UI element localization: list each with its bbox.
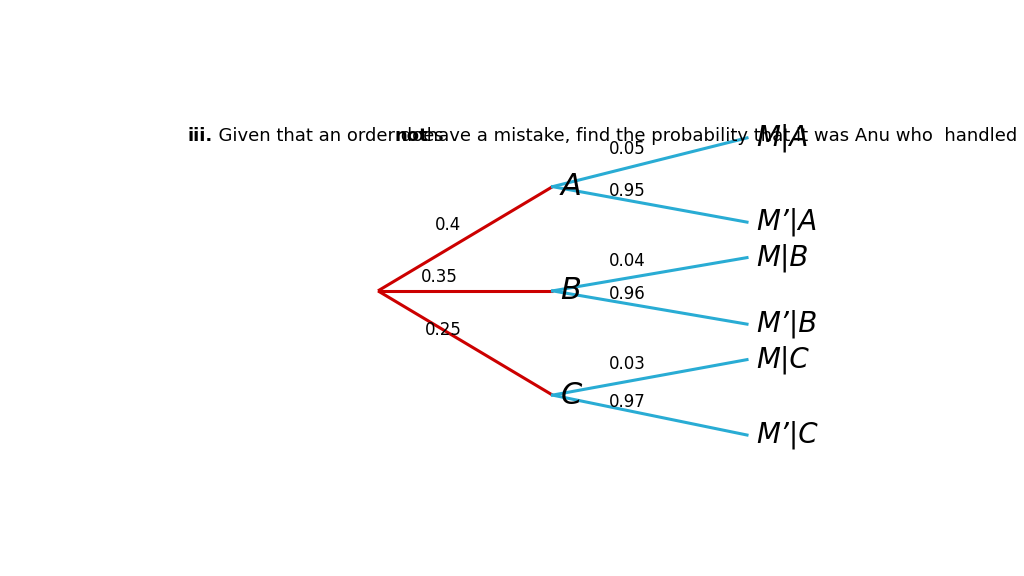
Text: 0.25: 0.25	[424, 321, 462, 339]
Text: 0.04: 0.04	[609, 252, 646, 270]
Text: iii.: iii.	[187, 127, 213, 145]
Text: M|C: M|C	[757, 346, 809, 374]
Text: Given that an order does: Given that an order does	[207, 127, 450, 145]
Text: 0.05: 0.05	[609, 140, 646, 158]
Text: B: B	[560, 276, 582, 305]
Text: have a mistake, find the probability that it was Anu who  handled it.: have a mistake, find the probability tha…	[421, 127, 1024, 145]
Text: 0.03: 0.03	[609, 355, 646, 373]
Text: 0.97: 0.97	[609, 393, 646, 411]
Text: M’|B: M’|B	[757, 310, 818, 338]
Text: M|A: M|A	[757, 124, 809, 152]
Text: 0.96: 0.96	[609, 285, 646, 303]
Text: A: A	[560, 172, 582, 201]
Text: C: C	[560, 381, 582, 410]
Text: 0.35: 0.35	[421, 268, 458, 286]
Text: 0.95: 0.95	[609, 182, 646, 200]
Text: 0.4: 0.4	[435, 217, 462, 234]
Text: M|B: M|B	[757, 244, 809, 272]
Text: M’|A: M’|A	[757, 208, 818, 236]
Text: not: not	[395, 127, 429, 145]
Text: M’|C: M’|C	[757, 421, 818, 449]
